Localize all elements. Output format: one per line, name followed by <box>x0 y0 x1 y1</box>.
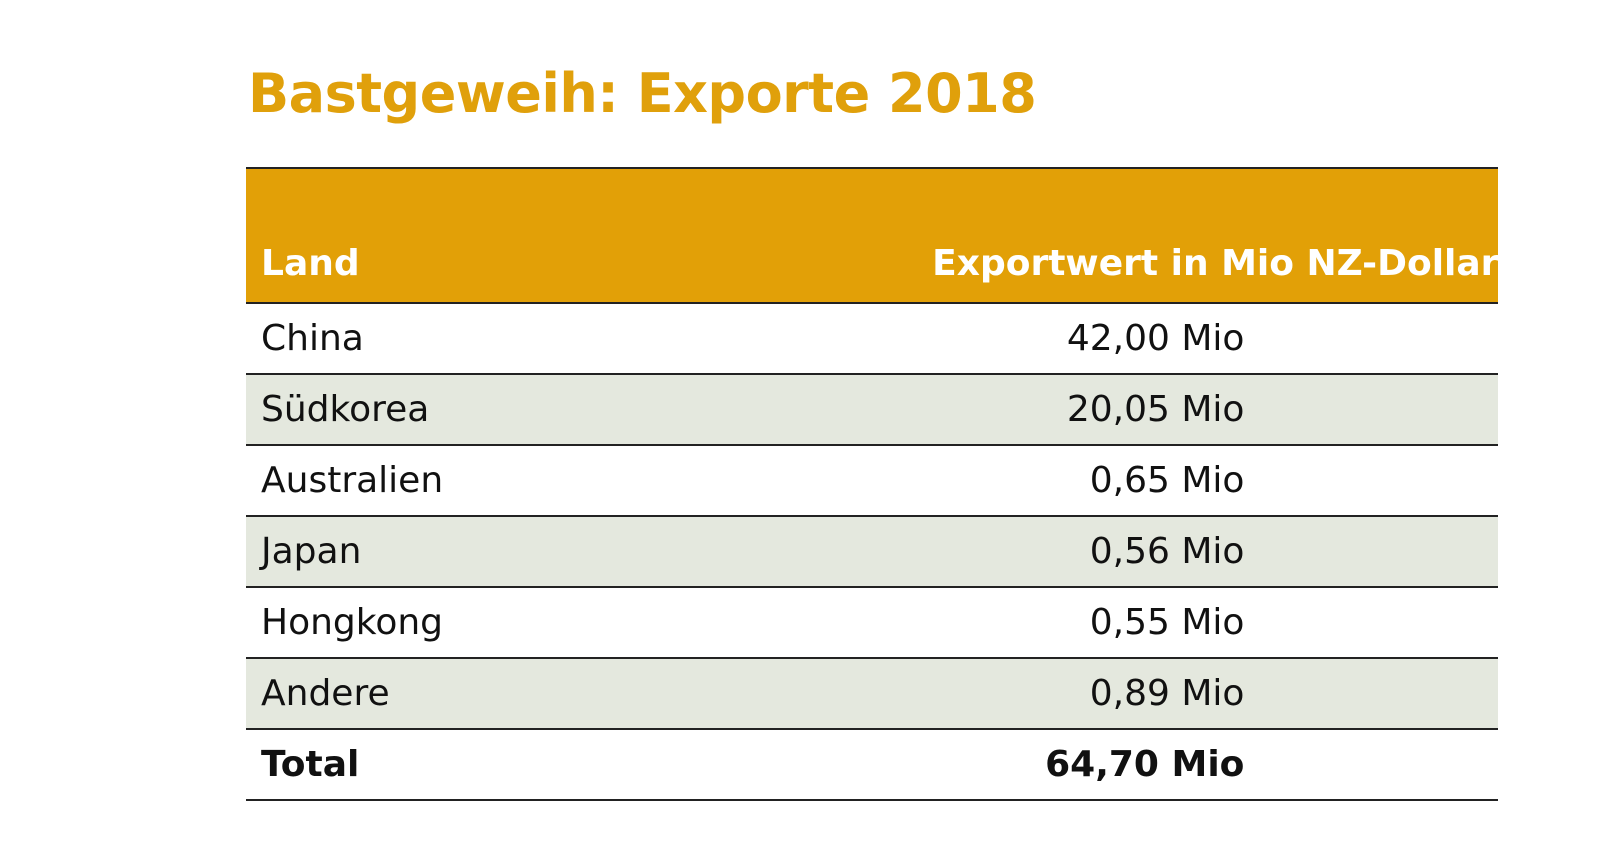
country-cell: Japan <box>261 531 362 572</box>
table-row: Japan 0,56 Mio <box>246 516 1499 587</box>
value-cell: 0,55 Mio <box>1089 602 1245 643</box>
country-cell: Australien <box>261 460 444 501</box>
table-row: Andere 0,89 Mio <box>246 658 1499 729</box>
country-cell: Andere <box>261 673 390 714</box>
value-cell: 64,70 Mio <box>1045 744 1245 785</box>
column-header: Land <box>261 243 360 284</box>
table-row: Hongkong 0,55 Mio <box>246 587 1499 658</box>
value-cell: 0,56 Mio <box>1089 531 1245 572</box>
country-cell: Total <box>261 744 360 785</box>
column-header: Exportwert in Mio NZ-Dollar <box>932 243 1499 284</box>
value-cell: 42,00 Mio <box>1066 318 1245 359</box>
country-cell: Südkorea <box>261 389 430 430</box>
value-cell: 0,65 Mio <box>1089 460 1245 501</box>
table-row: Südkorea 20,05 Mio <box>246 374 1499 445</box>
country-cell: China <box>261 318 364 359</box>
table-body: China 42,00 Mio Südkorea 20,05 Mio Australie… <box>246 303 1499 800</box>
table-header: Land Exportwert in Mio NZ-Dollar <box>246 168 1499 303</box>
header-row: Land Exportwert in Mio NZ-Dollar <box>246 168 1499 303</box>
export-table: Land Exportwert in Mio NZ-Dollar China 42… <box>246 167 1499 801</box>
country-cell: Hongkong <box>261 602 444 643</box>
table-row: China 42,00 Mio <box>246 303 1499 374</box>
total-row: Total 64,70 Mio <box>246 729 1499 800</box>
title: Bastgeweih: Exporte 2018 <box>248 62 1037 125</box>
value-cell: 20,05 Mio <box>1066 389 1245 430</box>
table-row: Australien 0,65 Mio <box>246 445 1499 516</box>
value-cell: 0,89 Mio <box>1089 673 1245 714</box>
